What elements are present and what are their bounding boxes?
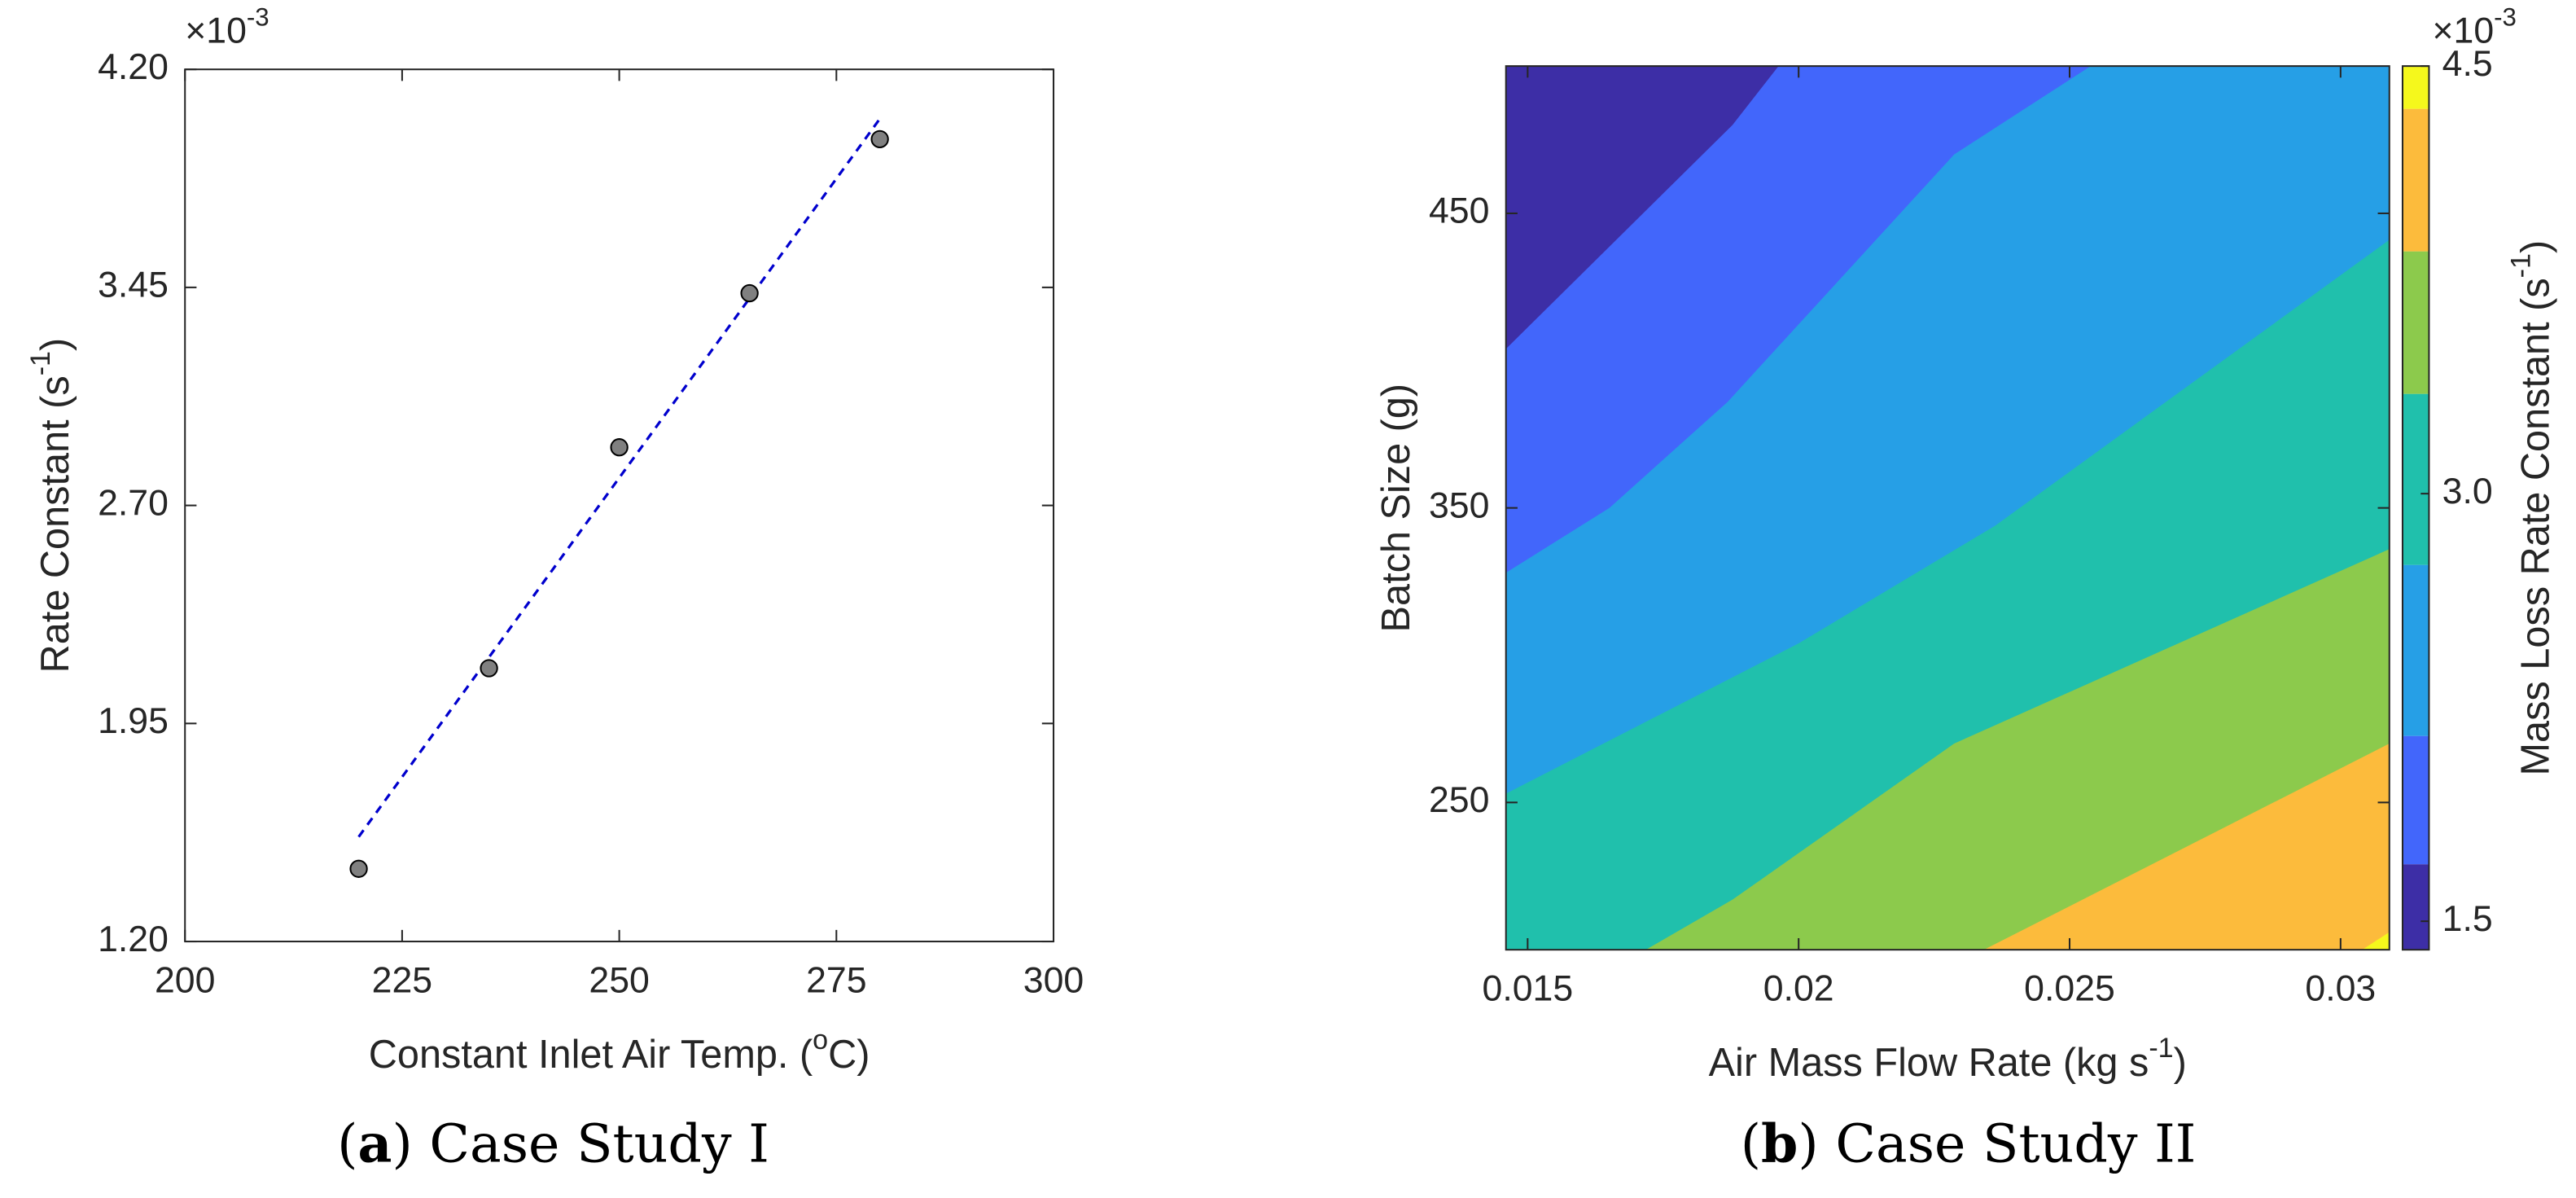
text-part: ×10	[185, 11, 247, 50]
text-part: a	[357, 1113, 392, 1175]
data-point	[480, 659, 498, 678]
y-tick-label: 4.20	[98, 47, 169, 87]
caption: (b) Case Study II	[1741, 1113, 2197, 1175]
axis-exponent: ×10-3	[185, 2, 269, 50]
x-tick-label: 250	[589, 961, 649, 1001]
text-part: -3	[247, 2, 269, 31]
text-part: (	[337, 1114, 357, 1175]
colorbar-band	[2402, 108, 2429, 252]
y-tick-label: 3.45	[98, 265, 169, 305]
colorbar-label: Mass Loss Rate Constant (s-1)	[2505, 240, 2557, 776]
data-point	[610, 438, 629, 457]
text-part: o	[813, 1025, 828, 1055]
x-tick-label: 200	[155, 961, 215, 1001]
text-part: Rate Constant (s	[33, 375, 77, 673]
text-part: C)	[828, 1033, 870, 1077]
y-axis-label: Rate Constant (s-1)	[25, 338, 77, 674]
text-part: )	[2513, 240, 2557, 253]
colorbar-band	[2402, 864, 2429, 950]
colorbar-tick-label: 1.5	[2442, 899, 2493, 939]
data-point	[349, 859, 368, 878]
text-part: -1	[25, 351, 56, 375]
colorbar-tick-label: 4.5	[2442, 44, 2493, 84]
y-tick-label: 350	[1429, 485, 1489, 525]
y-tick-label: 250	[1429, 780, 1489, 820]
colorbar-exponent: ×10-3	[2432, 2, 2516, 50]
colorbar-box	[2401, 65, 2430, 951]
x-axis-label: Constant Inlet Air Temp. (oC)	[369, 1025, 870, 1077]
x-tick-label: 275	[806, 961, 866, 1001]
x-tick-label: 0.025	[2024, 969, 2115, 1009]
x-tick-label: 0.03	[2305, 969, 2376, 1009]
x-tick-label: 0.02	[1763, 969, 1834, 1009]
caption: (a) Case Study I	[337, 1113, 769, 1175]
text-part: ×10	[2432, 11, 2494, 50]
y-tick-label: 1.20	[98, 919, 169, 959]
y-tick-label: 2.70	[98, 483, 169, 523]
text-part: ) Case Study I	[392, 1114, 769, 1175]
axes-box	[184, 68, 1055, 943]
colorbar-band	[2402, 393, 2429, 565]
y-tick-label: 450	[1429, 191, 1489, 231]
contour-region	[1505, 743, 2390, 950]
x-tick-label: 225	[372, 961, 432, 1001]
text-part: (	[1741, 1114, 1761, 1175]
x-axis-label: Air Mass Flow Rate (kg s-1)	[1709, 1033, 2187, 1085]
text-part: -3	[2494, 2, 2517, 31]
colorbar-band	[2402, 564, 2429, 736]
colorbar-band	[2402, 251, 2429, 394]
y-tick-label: 1.95	[98, 701, 169, 741]
text-part: -1	[2149, 1033, 2173, 1064]
text-part: )	[2174, 1041, 2187, 1085]
text-part: )	[33, 338, 77, 351]
text-part: Mass Loss Rate Constant (s	[2513, 278, 2557, 775]
colorbar-band	[2402, 735, 2429, 865]
contour-region	[1505, 549, 2390, 950]
text-part: -1	[2505, 253, 2536, 278]
x-tick-label: 0.015	[1483, 969, 1574, 1009]
colorbar-band	[2402, 66, 2429, 109]
data-point	[740, 283, 759, 303]
fit-line	[357, 117, 881, 838]
text-part: ) Case Study II	[1798, 1114, 2196, 1175]
y-axis-label: Batch Size (g)	[1374, 384, 1418, 633]
text-part: Constant Inlet Air Temp. (	[369, 1033, 813, 1077]
x-tick-label: 300	[1023, 961, 1084, 1001]
colorbar-tick-label: 3.0	[2442, 472, 2493, 511]
text-part: Batch Size (g)	[1374, 384, 1418, 633]
text-part: b	[1761, 1113, 1798, 1175]
data-point	[870, 129, 889, 149]
text-part: Air Mass Flow Rate (kg s	[1709, 1041, 2149, 1085]
